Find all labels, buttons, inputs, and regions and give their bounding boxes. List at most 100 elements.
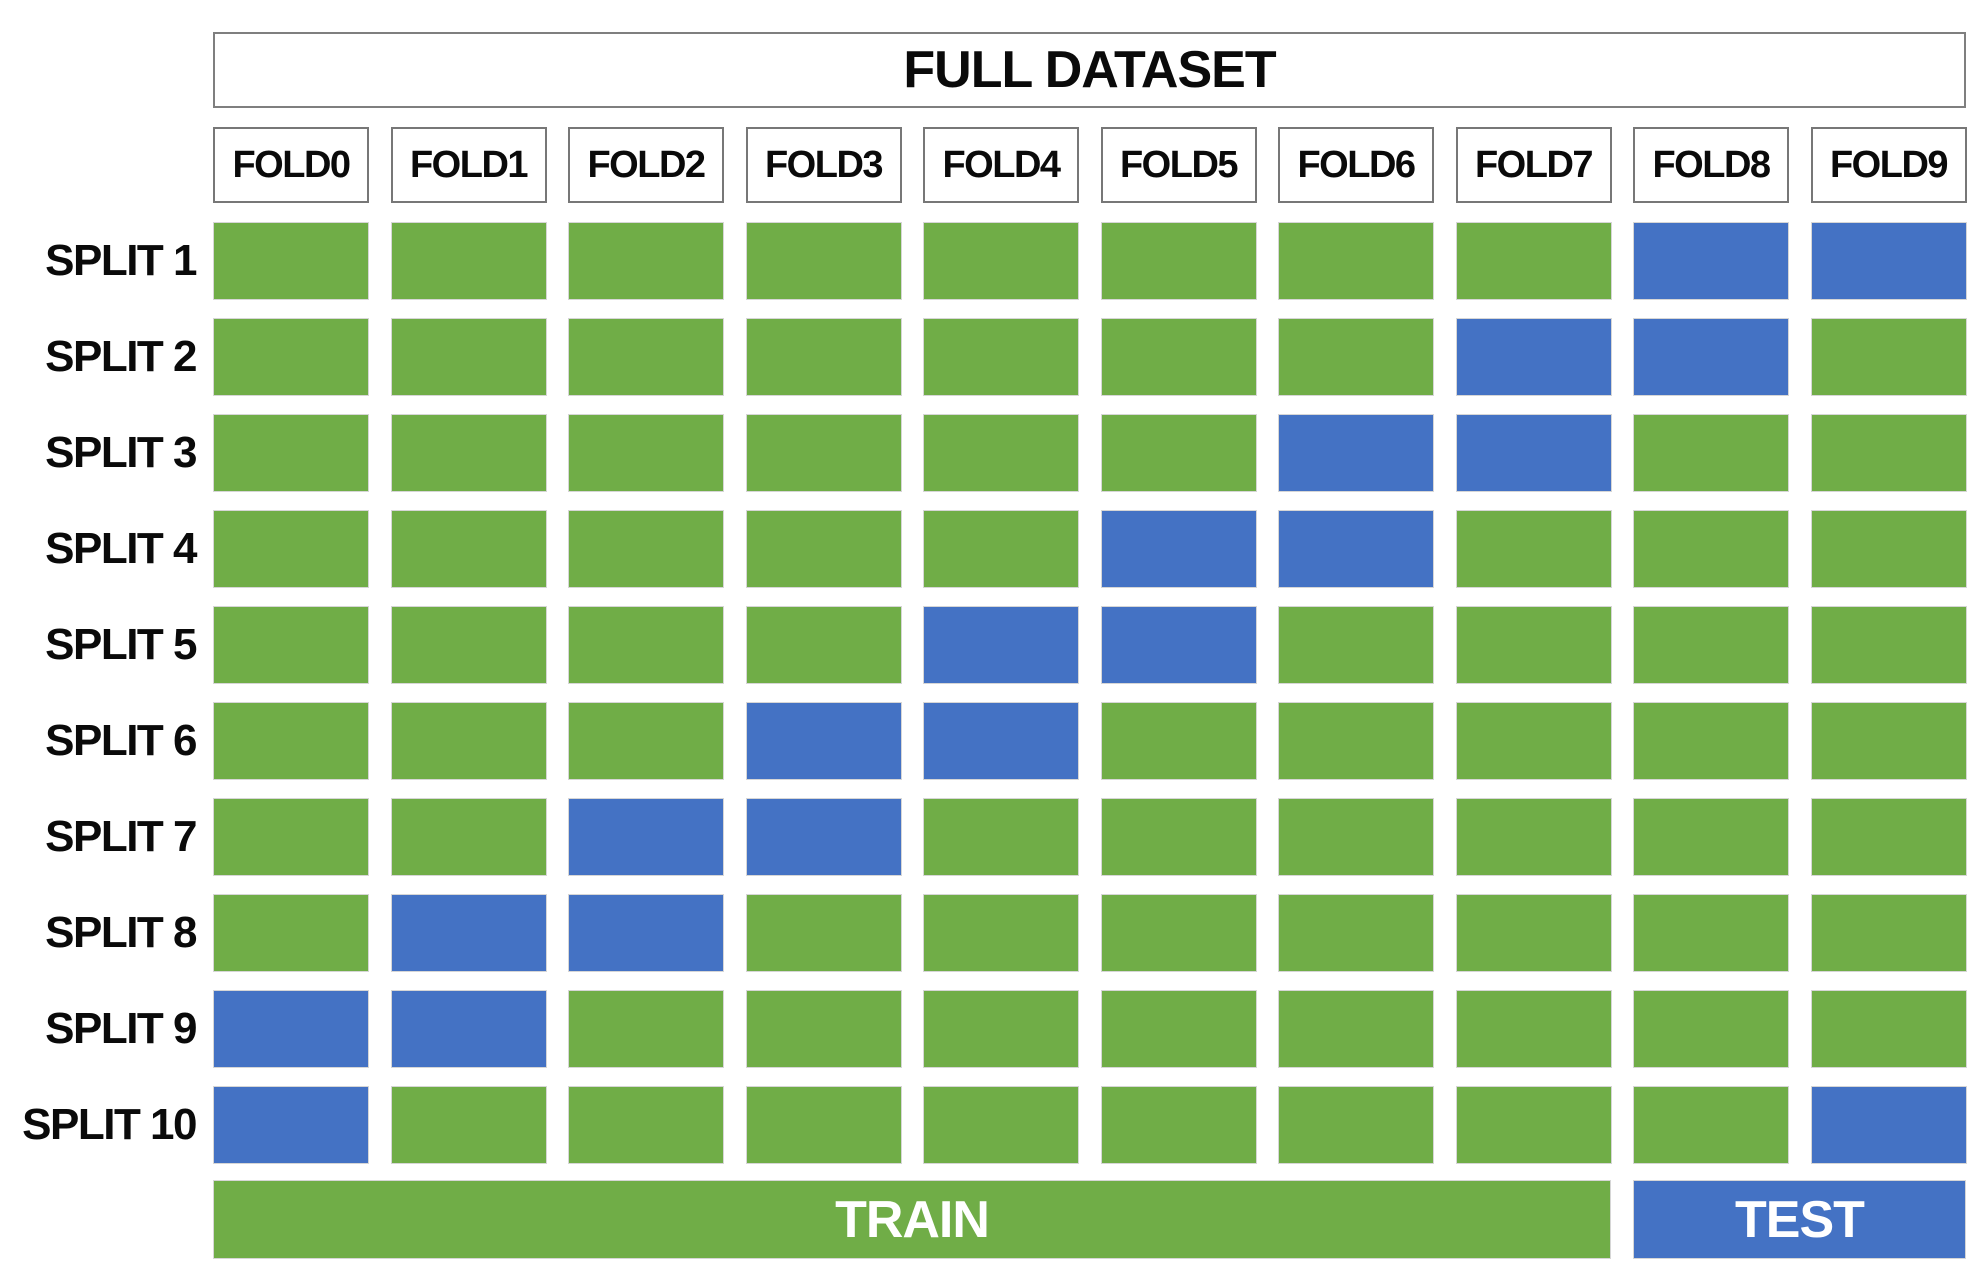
fold-header-6: FOLD6 (1278, 127, 1434, 203)
cell-split2-fold5-train (1100, 318, 1257, 396)
cell-split6-fold3-test (745, 702, 902, 780)
cell-split10-fold3-train (745, 1086, 902, 1164)
cell-split5-fold4-test (923, 606, 1079, 684)
cell-split6-fold6-train (1278, 702, 1434, 780)
cell-split8-fold1-test (390, 894, 547, 972)
cell-split9-fold1-test (390, 990, 547, 1068)
cell-split9-fold6-train (1278, 990, 1434, 1068)
cell-split5-fold5-test (1100, 606, 1257, 684)
split-label-7: SPLIT 7 (45, 812, 197, 861)
split-label-3: SPLIT 3 (45, 428, 197, 477)
split-label-10: SPLIT 10 (22, 1100, 197, 1149)
split-label-8: SPLIT 8 (45, 908, 197, 957)
cell-split5-fold6-train (1278, 606, 1434, 684)
cell-split5-fold8-train (1633, 606, 1789, 684)
cell-split2-fold0-train (213, 318, 369, 396)
cell-split6-fold1-train (390, 702, 547, 780)
cell-split1-fold9-test (1810, 222, 1967, 300)
cell-split10-fold4-train (923, 1086, 1079, 1164)
cell-split7-fold2-test (568, 798, 724, 876)
cell-split3-fold0-train (213, 414, 369, 492)
cell-split5-fold2-train (568, 606, 724, 684)
full-dataset-box: FULL DATASET (213, 32, 1966, 108)
cell-split2-fold2-train (568, 318, 724, 396)
fold-header-8: FOLD8 (1633, 127, 1789, 203)
test-legend-label: TEST (1735, 1190, 1865, 1249)
cell-split5-fold7-train (1455, 606, 1612, 684)
cell-split6-fold8-train (1633, 702, 1789, 780)
fold-header-7: FOLD7 (1455, 127, 1612, 203)
cell-split8-fold7-train (1455, 894, 1612, 972)
cell-split7-fold7-train (1455, 798, 1612, 876)
cell-split5-fold3-train (745, 606, 902, 684)
fold-header-9: FOLD9 (1810, 127, 1967, 203)
cell-split8-fold0-train (213, 894, 369, 972)
full-dataset-title: FULL DATASET (903, 41, 1276, 99)
cell-split8-fold6-train (1278, 894, 1434, 972)
cell-split3-fold1-train (390, 414, 547, 492)
cell-split4-fold3-train (745, 510, 902, 588)
cell-split6-fold5-train (1100, 702, 1257, 780)
cell-split2-fold1-train (390, 318, 547, 396)
cell-split1-fold6-train (1278, 222, 1434, 300)
cell-split3-fold2-train (568, 414, 724, 492)
cell-split10-fold6-train (1278, 1086, 1434, 1164)
cell-split3-fold3-train (745, 414, 902, 492)
cell-split9-fold0-test (213, 990, 369, 1068)
cell-split4-fold6-test (1278, 510, 1434, 588)
cell-split1-fold1-train (390, 222, 547, 300)
cell-split8-fold5-train (1100, 894, 1257, 972)
cell-split9-fold7-train (1455, 990, 1612, 1068)
train-legend-bar: TRAIN (213, 1180, 1611, 1259)
cell-split10-fold5-train (1100, 1086, 1257, 1164)
cell-split1-fold0-train (213, 222, 369, 300)
cell-split9-fold9-train (1810, 990, 1967, 1068)
fold-header-0: FOLD0 (213, 127, 369, 203)
cell-split8-fold2-test (568, 894, 724, 972)
fold-header-3: FOLD3 (745, 127, 902, 203)
cell-split7-fold6-train (1278, 798, 1434, 876)
cell-split9-fold2-train (568, 990, 724, 1068)
cell-split7-fold3-test (745, 798, 902, 876)
cell-split4-fold9-train (1810, 510, 1967, 588)
cell-split7-fold0-train (213, 798, 369, 876)
cell-split2-fold9-train (1810, 318, 1967, 396)
cell-split9-fold8-train (1633, 990, 1789, 1068)
cell-split4-fold2-train (568, 510, 724, 588)
split-label-4: SPLIT 4 (45, 524, 197, 573)
cell-split6-fold9-train (1810, 702, 1967, 780)
cell-split2-fold6-train (1278, 318, 1434, 396)
train-legend-label: TRAIN (835, 1190, 990, 1249)
cell-split1-fold7-train (1455, 222, 1612, 300)
cell-split6-fold4-test (923, 702, 1079, 780)
cell-split3-fold5-train (1100, 414, 1257, 492)
fold-header-4: FOLD4 (923, 127, 1079, 203)
cell-split2-fold7-test (1455, 318, 1612, 396)
cell-split2-fold3-train (745, 318, 902, 396)
cell-split10-fold0-test (213, 1086, 369, 1164)
cell-split4-fold1-train (390, 510, 547, 588)
cell-split9-fold4-train (923, 990, 1079, 1068)
cell-split2-fold8-test (1633, 318, 1789, 396)
cell-split2-fold4-train (923, 318, 1079, 396)
cell-split10-fold7-train (1455, 1086, 1612, 1164)
cell-split5-fold1-train (390, 606, 547, 684)
cell-split3-fold6-test (1278, 414, 1434, 492)
cell-split6-fold0-train (213, 702, 369, 780)
cell-split4-fold4-train (923, 510, 1079, 588)
cell-split1-fold2-train (568, 222, 724, 300)
cell-split10-fold1-train (390, 1086, 547, 1164)
cell-split9-fold5-train (1100, 990, 1257, 1068)
cell-split8-fold9-train (1810, 894, 1967, 972)
cell-split10-fold9-test (1810, 1086, 1967, 1164)
fold-header-5: FOLD5 (1100, 127, 1257, 203)
cell-split1-fold4-train (923, 222, 1079, 300)
cell-split8-fold8-train (1633, 894, 1789, 972)
cell-split5-fold0-train (213, 606, 369, 684)
cell-split7-fold4-train (923, 798, 1079, 876)
cell-split1-fold3-train (745, 222, 902, 300)
split-label-6: SPLIT 6 (45, 716, 197, 765)
cell-split6-fold7-train (1455, 702, 1612, 780)
cell-split9-fold3-train (745, 990, 902, 1068)
cell-split1-fold5-train (1100, 222, 1257, 300)
